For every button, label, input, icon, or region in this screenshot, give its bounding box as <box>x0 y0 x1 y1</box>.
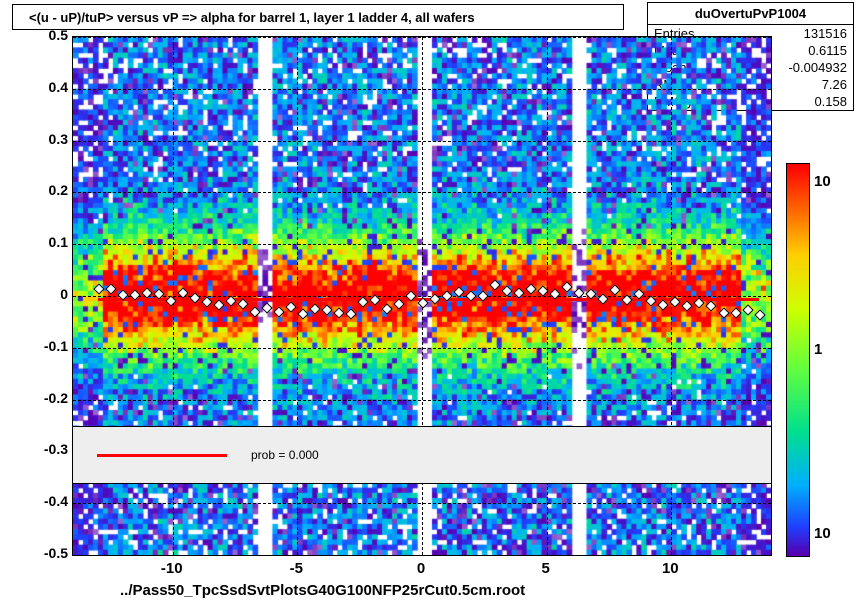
stats-value: 7.26 <box>822 77 847 92</box>
stats-name: duOvertuPvP1004 <box>648 3 853 25</box>
y-tick-label: 0 <box>0 286 68 302</box>
x-axis-title: ../Pass50_TpcSsdSvtPlotsG40G100NFP25rCut… <box>120 582 760 599</box>
y-tick-label: -0.5 <box>0 545 68 561</box>
y-tick-label: -0.4 <box>0 493 68 509</box>
y-tick-label: 0.4 <box>0 79 68 95</box>
stats-value: 0.158 <box>814 94 847 109</box>
y-tick-label: 0.5 <box>0 27 68 43</box>
y-tick-label: 0.1 <box>0 234 68 250</box>
x-tick-label: 0 <box>409 560 433 577</box>
x-tick-label: -5 <box>284 560 308 577</box>
y-tick-label: -0.2 <box>0 390 68 406</box>
stats-value: -0.004932 <box>788 60 847 75</box>
colorbar-tick-label: 10 <box>814 173 831 190</box>
colorbar-tick-label: 10 <box>814 525 831 542</box>
y-tick-label: 0.3 <box>0 131 68 147</box>
y-tick-label: -0.1 <box>0 338 68 354</box>
plot-title: <(u - uP)/tuP> versus vP => alpha for ba… <box>29 10 475 25</box>
x-tick-label: -10 <box>160 560 184 577</box>
legend-band: prob = 0.000 <box>73 426 771 485</box>
colorbar <box>786 163 810 557</box>
y-tick-label: 0.2 <box>0 182 68 198</box>
plot-title-box: <(u - uP)/tuP> versus vP => alpha for ba… <box>12 4 624 30</box>
legend-prob-text: prob = 0.000 <box>251 448 319 462</box>
x-tick-label: 5 <box>534 560 558 577</box>
x-tick-label: 10 <box>658 560 682 577</box>
stats-value: 0.6115 <box>808 43 847 58</box>
grid-line-h <box>73 555 771 556</box>
colorbar-tick-label: 1 <box>814 341 822 358</box>
root-container: <(u - uP)/tuP> versus vP => alpha for ba… <box>0 0 860 606</box>
stats-value: 131516 <box>804 26 847 41</box>
plot-area: prob = 0.000 <box>72 36 772 556</box>
y-tick-label: -0.3 <box>0 441 68 457</box>
legend-fit-line <box>97 454 227 457</box>
